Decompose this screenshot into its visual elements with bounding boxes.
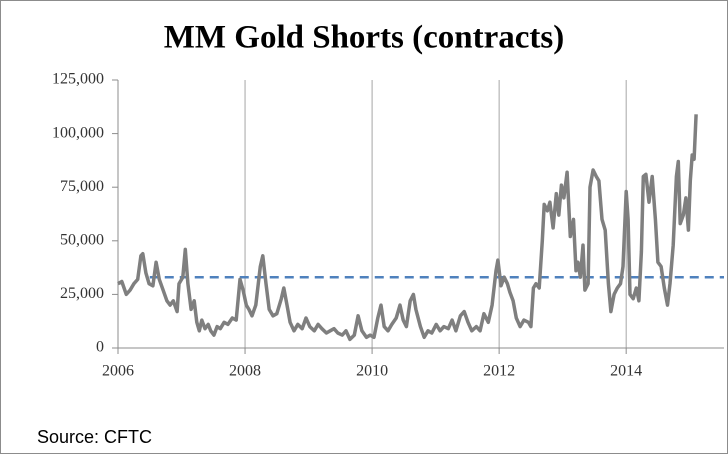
y-tick-label: 125,000 <box>52 71 104 88</box>
chart-title: MM Gold Shorts (contracts) <box>164 20 565 56</box>
source: Source: CFTC <box>37 427 152 447</box>
x-tick-label: 2006 <box>102 363 134 380</box>
y-tick-label: 50,000 <box>60 231 104 248</box>
y-tick-label: 25,000 <box>60 285 104 302</box>
x-tick-label: 2012 <box>483 363 515 380</box>
x-tick-label: 2014 <box>610 363 642 380</box>
series-line <box>117 114 698 342</box>
y-tick-label: 100,000 <box>52 124 104 141</box>
x-tick-label: 2010 <box>356 363 388 380</box>
y-tick-label: 0 <box>96 339 104 356</box>
x-tick-label: 2008 <box>229 363 261 380</box>
y-tick-label: 75,000 <box>60 178 104 195</box>
